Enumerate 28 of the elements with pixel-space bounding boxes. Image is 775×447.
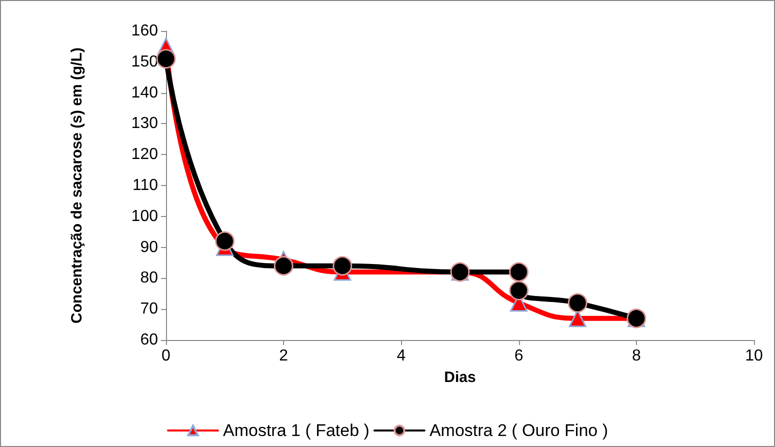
y-tick-label: 150: [131, 53, 158, 70]
x-tick-label: 8: [632, 348, 641, 364]
x-tick-label: 4: [396, 348, 406, 364]
point: [215, 231, 235, 251]
y-tick-label: 140: [131, 84, 158, 102]
x-tick-label: 10: [745, 348, 763, 364]
point: [332, 256, 352, 276]
y-tick-label: 160: [131, 22, 158, 40]
y-axis-title: Concentração de sacarose (s) em (g/L): [68, 48, 86, 324]
y-tick-label: 100: [131, 208, 158, 225]
x-axis-title: Dias: [444, 369, 476, 386]
y-tick-label: 80: [140, 270, 158, 287]
y-tick-label: 110: [132, 177, 158, 194]
x-tick-label: 2: [279, 348, 288, 364]
legend-label: Amostra 2 ( Ouro Fino ): [429, 421, 608, 440]
point: [156, 49, 176, 69]
x-tick-label: 0: [162, 348, 171, 364]
point: [509, 280, 529, 300]
y-tick-label: 130: [131, 115, 158, 132]
y-tick-label: 90: [140, 238, 158, 256]
point: [509, 262, 529, 282]
y-tick-label: 120: [131, 146, 158, 164]
point: [568, 293, 588, 313]
y-tick-label: 60: [140, 332, 158, 348]
y-tick-label: 70: [140, 300, 158, 318]
point: [274, 256, 294, 276]
x-tick-label: 6: [514, 348, 524, 364]
legend-label: Amostra 1 ( Fateb ): [223, 421, 370, 440]
